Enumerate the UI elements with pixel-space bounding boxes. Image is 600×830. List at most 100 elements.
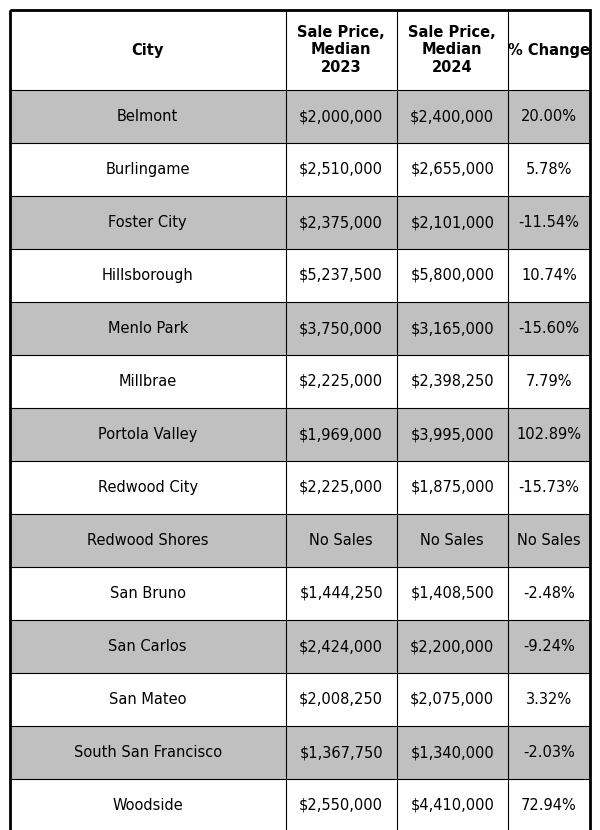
Bar <box>10 90 286 143</box>
Bar <box>508 673 590 726</box>
Bar <box>10 567 286 620</box>
Text: Belmont: Belmont <box>117 109 178 124</box>
Bar <box>397 461 508 514</box>
Bar <box>508 726 590 779</box>
Bar <box>10 514 286 567</box>
Bar <box>286 249 397 302</box>
Bar <box>397 726 508 779</box>
Text: $1,444,250: $1,444,250 <box>299 586 383 601</box>
Bar <box>397 355 508 408</box>
Bar <box>397 408 508 461</box>
Bar <box>397 143 508 196</box>
Bar <box>397 90 508 143</box>
Text: San Carlos: San Carlos <box>109 639 187 654</box>
Text: -9.24%: -9.24% <box>523 639 575 654</box>
Text: Burlingame: Burlingame <box>106 162 190 177</box>
Text: Redwood Shores: Redwood Shores <box>87 533 209 548</box>
Bar <box>286 143 397 196</box>
Text: Menlo Park: Menlo Park <box>107 321 188 336</box>
Text: $3,995,000: $3,995,000 <box>410 427 494 442</box>
Text: Woodside: Woodside <box>112 798 183 813</box>
Text: $1,875,000: $1,875,000 <box>410 480 494 495</box>
Text: Foster City: Foster City <box>109 215 187 230</box>
Bar <box>10 10 590 90</box>
Text: -15.73%: -15.73% <box>518 480 580 495</box>
Bar <box>397 620 508 673</box>
Text: 72.94%: 72.94% <box>521 798 577 813</box>
Text: -2.48%: -2.48% <box>523 586 575 601</box>
Bar <box>286 355 397 408</box>
Text: $2,400,000: $2,400,000 <box>410 109 494 124</box>
Bar <box>286 673 397 726</box>
Text: South San Francisco: South San Francisco <box>74 745 222 760</box>
Text: -2.03%: -2.03% <box>523 745 575 760</box>
Bar <box>10 143 286 196</box>
Text: No Sales: No Sales <box>309 533 373 548</box>
Bar <box>508 196 590 249</box>
Bar <box>10 620 286 673</box>
Text: $4,410,000: $4,410,000 <box>410 798 494 813</box>
Text: $1,340,000: $1,340,000 <box>410 745 494 760</box>
Text: No Sales: No Sales <box>517 533 581 548</box>
Text: $3,165,000: $3,165,000 <box>410 321 494 336</box>
Bar <box>10 302 286 355</box>
Text: $2,008,250: $2,008,250 <box>299 692 383 707</box>
Bar <box>397 196 508 249</box>
Text: 102.89%: 102.89% <box>517 427 581 442</box>
Text: $2,200,000: $2,200,000 <box>410 639 494 654</box>
Bar <box>397 673 508 726</box>
Bar <box>508 355 590 408</box>
Bar <box>10 196 286 249</box>
Bar <box>286 196 397 249</box>
Bar <box>397 249 508 302</box>
Text: 10.74%: 10.74% <box>521 268 577 283</box>
Bar <box>508 567 590 620</box>
Text: 20.00%: 20.00% <box>521 109 577 124</box>
Bar <box>286 620 397 673</box>
Bar <box>10 726 286 779</box>
Text: -11.54%: -11.54% <box>518 215 580 230</box>
Bar <box>397 514 508 567</box>
Bar <box>286 302 397 355</box>
Bar <box>10 779 286 830</box>
Bar <box>286 461 397 514</box>
Bar <box>508 514 590 567</box>
Bar <box>10 673 286 726</box>
Bar <box>508 779 590 830</box>
Bar <box>508 620 590 673</box>
Text: Redwood City: Redwood City <box>98 480 198 495</box>
Bar <box>286 567 397 620</box>
Text: Millbrae: Millbrae <box>119 374 177 389</box>
Text: $2,075,000: $2,075,000 <box>410 692 494 707</box>
Text: 3.32%: 3.32% <box>526 692 572 707</box>
Text: $1,408,500: $1,408,500 <box>410 586 494 601</box>
Text: -15.60%: -15.60% <box>518 321 580 336</box>
Text: $2,000,000: $2,000,000 <box>299 109 383 124</box>
Bar <box>10 461 286 514</box>
Text: $5,237,500: $5,237,500 <box>299 268 383 283</box>
Text: 7.79%: 7.79% <box>526 374 572 389</box>
Bar <box>508 249 590 302</box>
Bar <box>286 408 397 461</box>
Text: No Sales: No Sales <box>421 533 484 548</box>
Text: 5.78%: 5.78% <box>526 162 572 177</box>
Text: $2,225,000: $2,225,000 <box>299 480 383 495</box>
Text: $2,510,000: $2,510,000 <box>299 162 383 177</box>
Text: $2,550,000: $2,550,000 <box>299 798 383 813</box>
Text: $2,655,000: $2,655,000 <box>410 162 494 177</box>
Bar <box>10 408 286 461</box>
Bar <box>10 355 286 408</box>
Bar <box>286 726 397 779</box>
Bar <box>286 514 397 567</box>
Text: $1,367,750: $1,367,750 <box>299 745 383 760</box>
Bar <box>286 90 397 143</box>
Bar <box>508 143 590 196</box>
Text: San Mateo: San Mateo <box>109 692 187 707</box>
Text: Hillsborough: Hillsborough <box>102 268 194 283</box>
Text: Sale Price,
Median
2023: Sale Price, Median 2023 <box>297 25 385 75</box>
Bar <box>397 302 508 355</box>
Bar <box>508 302 590 355</box>
Bar <box>10 249 286 302</box>
Text: San Bruno: San Bruno <box>110 586 186 601</box>
Bar <box>397 779 508 830</box>
